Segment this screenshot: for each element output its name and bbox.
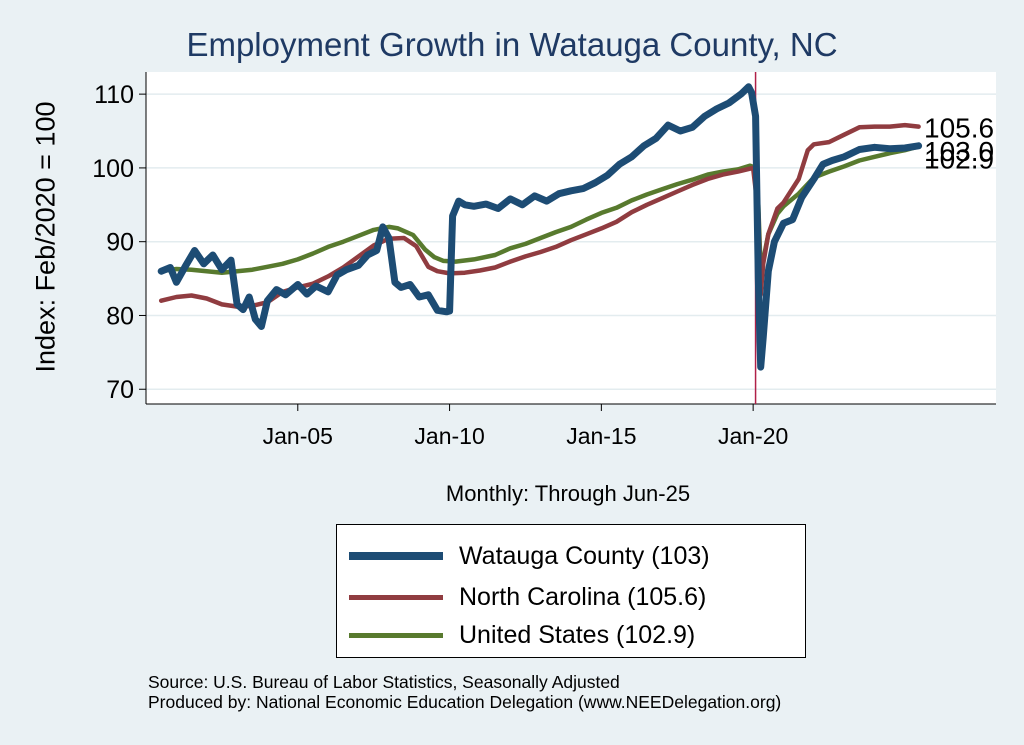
- legend-swatch-north-carolina: [349, 594, 443, 600]
- end-label-watauga-county: 103.0: [924, 136, 994, 167]
- x-tick-label-jan-20: Jan-20: [718, 423, 788, 449]
- axis-ticks: 70 80 90 100 110 Jan-05 Jan-10 Jan-15 Jan-20: [92, 81, 788, 449]
- legend: Watauga County (103) North Carolina (105…: [336, 524, 806, 658]
- y-tick-label-80: 80: [106, 302, 134, 330]
- producer-line: Produced by: National Economic Education…: [148, 692, 782, 712]
- x-tick-label-jan-15: Jan-15: [566, 423, 636, 449]
- x-tick-label-jan-10: Jan-10: [414, 423, 484, 449]
- legend-item-united-states: United States (102.9): [349, 618, 695, 652]
- y-tick-label-70: 70: [106, 376, 134, 404]
- legend-label-watauga: Watauga County (103): [459, 541, 710, 570]
- x-axis-label: Monthly: Through Jun-25: [445, 481, 691, 506]
- series-line-watauga-county: [157, 83, 923, 371]
- source-note: Source: U.S. Bureau of Labor Statistics,…: [148, 672, 781, 712]
- series-lines: [157, 83, 923, 371]
- legend-label-north-carolina: North Carolina (105.6): [459, 582, 707, 611]
- y-tick-label-110: 110: [94, 81, 134, 109]
- legend-item-watauga: Watauga County (103): [349, 539, 710, 573]
- end-label-united-states: 102.9: [924, 144, 994, 175]
- legend-swatch-united-states: [349, 632, 443, 638]
- series-line-united-states: [158, 144, 921, 275]
- source-line: Source: U.S. Bureau of Labor Statistics,…: [148, 672, 620, 692]
- end-label-north-carolina: 105.6: [924, 113, 994, 144]
- legend-item-north-carolina: North Carolina (105.6): [349, 580, 706, 614]
- legend-swatch-watauga: [349, 552, 443, 560]
- legend-label-united-states: United States (102.9): [459, 620, 696, 649]
- x-tick-label-jan-05: Jan-05: [263, 423, 333, 449]
- y-tick-label-100: 100: [92, 155, 134, 183]
- chart-title: Employment Growth in Watauga County, NC: [186, 26, 838, 63]
- y-tick-label-90: 90: [106, 229, 134, 257]
